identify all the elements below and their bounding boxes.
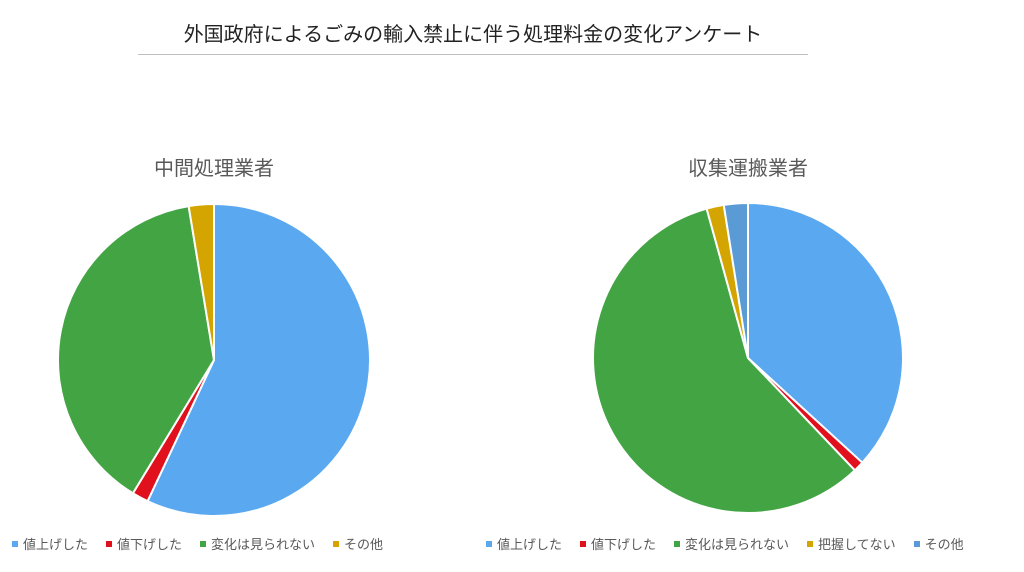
legend-item: 把握してない xyxy=(807,534,896,553)
legend-item: 値上げした xyxy=(486,534,562,553)
legend-swatch xyxy=(674,540,681,547)
legend-swatch xyxy=(12,540,18,547)
legend-swatch xyxy=(486,540,492,547)
legend-swatch xyxy=(200,540,207,547)
legend-label: 値下げした xyxy=(117,538,183,553)
pie-title-collection: 収集運搬業者 xyxy=(688,156,808,180)
legend-item: その他 xyxy=(913,534,964,553)
legend-item: その他 xyxy=(333,534,383,553)
pie-slice-1-2 xyxy=(592,207,857,514)
pie-slice-1-0 xyxy=(747,201,904,465)
legend-swatch xyxy=(580,540,587,547)
legend-swatch xyxy=(106,540,113,547)
title-divider xyxy=(138,54,808,55)
legend-item: 変化は見られない xyxy=(200,534,315,553)
legend-item: 値下げした xyxy=(580,534,656,553)
legend-item: 値上げした xyxy=(12,534,88,553)
legend-swatch xyxy=(913,540,920,547)
legend-label: その他 xyxy=(344,538,384,553)
legend-label: 変化は見られない xyxy=(211,538,316,553)
legend-swatch xyxy=(333,540,340,547)
chart-main-title: 外国政府によるごみの輸入禁止に伴う処理料金の変化アンケート xyxy=(183,22,763,46)
legend-intermediate: 値上げした 値下げした 変化は見られない その他 xyxy=(12,534,383,553)
legend-label: 値上げした xyxy=(23,538,89,553)
legend-item: 変化は見られない xyxy=(674,534,789,553)
pie-title-intermediate: 中間処理業者 xyxy=(154,156,274,180)
legend-label: 変化は見られない xyxy=(685,538,790,553)
pie-slice-0-3 xyxy=(187,202,215,361)
pie-slice-1-4 xyxy=(722,201,749,359)
legend-label: 値下げした xyxy=(591,538,657,553)
legend-label: 値上げした xyxy=(497,538,563,553)
legend-swatch xyxy=(807,540,814,547)
pie-slice-0-2 xyxy=(57,204,216,495)
pie-slice-0-0 xyxy=(146,202,371,517)
legend-label: 把握してない xyxy=(818,538,896,553)
legend-item: 値下げした xyxy=(106,534,182,553)
legend-label: その他 xyxy=(924,538,964,553)
legend-collection: 値上げした 値下げした 変化は見られない 把握してない その他 xyxy=(486,534,964,553)
